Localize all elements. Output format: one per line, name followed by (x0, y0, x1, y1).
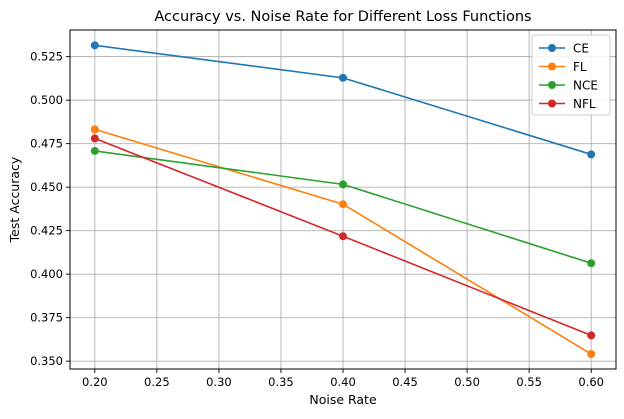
legend-label: NFL (573, 97, 596, 111)
data-point (90, 146, 99, 155)
legend-label: CE (573, 42, 589, 56)
x-tick-label: 0.30 (206, 375, 232, 389)
data-point (587, 331, 596, 340)
data-point (339, 200, 347, 209)
y-tick-label: 0.350 (30, 354, 63, 368)
data-point (587, 259, 596, 268)
x-tick-label: 0.60 (578, 375, 604, 389)
legend-marker (548, 81, 556, 89)
legend-item: CE (539, 42, 589, 56)
x-tick-label: 0.50 (454, 375, 480, 389)
series-fl (90, 125, 596, 359)
y-tick-label: 0.375 (30, 311, 63, 325)
y-tick-label: 0.500 (30, 93, 63, 107)
series-ce (90, 41, 596, 159)
legend-marker (548, 62, 556, 71)
x-tick-label: 0.35 (268, 375, 294, 389)
data-point (90, 125, 99, 134)
x-tick-label: 0.45 (392, 375, 418, 389)
x-tick-label: 0.25 (144, 375, 170, 389)
legend-marker (548, 44, 556, 52)
data-point (90, 134, 99, 143)
x-tick-label: 0.20 (82, 375, 108, 389)
x-axis-label: Noise Rate (309, 392, 377, 407)
data-point (90, 41, 99, 50)
data-point (587, 150, 596, 159)
data-point (339, 180, 347, 189)
legend-item: NCE (539, 79, 598, 93)
legend-item: NFL (539, 97, 596, 111)
data-point (339, 232, 347, 241)
legend-marker (548, 99, 556, 108)
legend-item: FL (539, 60, 587, 74)
legend-label: FL (573, 60, 587, 74)
chart-title: Accuracy vs. Noise Rate for Different Lo… (154, 9, 531, 25)
data-point (339, 73, 347, 82)
x-tick-label: 0.40 (330, 375, 356, 389)
plot-frame (69, 29, 617, 370)
legend-label: NCE (573, 79, 598, 93)
y-tick-label: 0.525 (30, 50, 63, 64)
legend-frame (531, 34, 611, 116)
legend: CE FL NCE NFL (531, 34, 611, 116)
series-nfl (90, 134, 596, 340)
x-tick-label: 0.55 (516, 375, 542, 389)
y-tick-label: 0.425 (30, 224, 63, 238)
y-tick-label: 0.400 (30, 267, 63, 281)
data-point (587, 350, 596, 359)
series-nce (90, 146, 596, 268)
y-tick-label: 0.450 (30, 180, 63, 194)
y-tick-label: 0.475 (30, 137, 63, 151)
y-axis-label: Test Accuracy (7, 156, 22, 243)
